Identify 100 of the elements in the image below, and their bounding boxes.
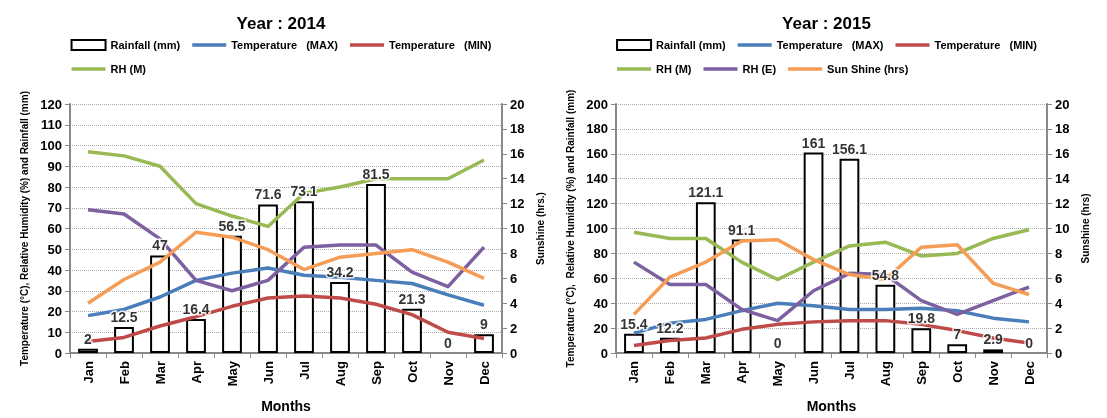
- data-label: 0: [773, 335, 782, 351]
- bar: [875, 284, 896, 353]
- y2-tick-label: 16: [510, 146, 525, 162]
- bar: [294, 201, 314, 353]
- legend-label: RH (M): [110, 63, 147, 75]
- x-tick-label: Jun: [260, 360, 276, 385]
- y-tick-label: 30: [47, 283, 62, 299]
- y-tick-label: 120: [586, 196, 608, 212]
- y2-tick-label: 14: [510, 171, 526, 187]
- legend-label: Sun Shine (hrs): [827, 63, 909, 75]
- x-tick-label: Oct: [404, 360, 420, 383]
- data-label: 12.5: [110, 309, 138, 326]
- data-label: 0: [444, 335, 453, 351]
- x-tick-label: Aug: [877, 360, 893, 387]
- y2-tick-label: 4: [1055, 295, 1063, 311]
- y-tick-label: 20: [593, 320, 608, 336]
- y2-tick-label: 2: [510, 320, 518, 336]
- y2-tick-label: 20: [510, 96, 525, 112]
- y-axis-title: Temperature (°C), Relative Humidity (%) and Rainfall (mm): [18, 91, 30, 366]
- x-tick-label: Feb: [116, 360, 132, 385]
- y-tick-label: 180: [586, 121, 608, 137]
- data-label: 56.5: [218, 217, 246, 234]
- y-tick-label: 70: [47, 200, 62, 216]
- y2-tick-label: 6: [510, 270, 518, 286]
- x-tick-label: Dec: [476, 361, 492, 385]
- y-tick-label: 0: [54, 345, 62, 361]
- bar: [186, 318, 206, 353]
- y2-tick-label: 0: [510, 345, 518, 361]
- x-tick-label: Apr: [188, 361, 204, 384]
- y2-tick-label: 8: [1055, 245, 1063, 261]
- bar: [402, 308, 422, 353]
- x-axis-title: Months: [806, 398, 857, 414]
- x-tick-label: Aug: [332, 360, 348, 387]
- legend-label: Temperature (MAX): [231, 39, 339, 51]
- y-tick-label: 20: [47, 304, 62, 319]
- y2-tick-label: 16: [1055, 146, 1070, 162]
- y2-tick-label: 18: [1055, 121, 1070, 137]
- x-tick-label: Mar: [152, 361, 168, 385]
- data-label: 156.1: [831, 140, 868, 157]
- bar: [911, 328, 932, 353]
- y-tick-label: 200: [586, 96, 608, 112]
- legend-label: Temperature (MIN): [934, 39, 1038, 51]
- data-label: 0: [1025, 335, 1034, 351]
- x-tick-label: Nov: [440, 360, 456, 386]
- bar: [624, 333, 644, 353]
- x-tick-label: Sep: [368, 360, 384, 385]
- bar: [78, 348, 98, 353]
- y-tick-label: 50: [47, 241, 62, 257]
- chart-title: Year : 2014: [236, 14, 326, 33]
- data-label: 15.4: [620, 315, 648, 332]
- y2-tick-label: 10: [510, 221, 525, 236]
- data-label: 12.2: [656, 319, 684, 336]
- y2-tick-label: 10: [1055, 221, 1070, 236]
- line-series: [86, 230, 486, 305]
- data-label: 21.3: [398, 290, 426, 307]
- y2-tick-label: 14: [1055, 171, 1071, 187]
- y2-axis-title: Sunshine (hrs): [1079, 193, 1091, 264]
- x-tick-label: May: [224, 360, 240, 387]
- y-tick-label: 10: [47, 324, 62, 340]
- y-tick-label: 60: [47, 221, 62, 236]
- legend-label: RH (M): [656, 63, 692, 75]
- y2-tick-label: 8: [510, 245, 518, 261]
- bar: [366, 183, 386, 353]
- chart-title: Year : 2015: [782, 14, 871, 33]
- data-label: 2: [84, 330, 93, 347]
- y-tick-label: 0: [600, 345, 608, 361]
- data-label: 81.5: [362, 165, 390, 182]
- y-tick-label: 40: [47, 262, 62, 278]
- y-tick-label: 100: [586, 221, 608, 236]
- bar: [947, 344, 968, 353]
- x-tick-label: Sep: [913, 360, 929, 385]
- data-label: 121.1: [688, 184, 724, 201]
- legend-label: RH (E): [742, 63, 777, 75]
- bar: [330, 282, 350, 353]
- y2-tick-label: 6: [1055, 270, 1063, 286]
- x-tick-label: Feb: [662, 360, 678, 385]
- y-tick-label: 40: [593, 295, 608, 311]
- y2-tick-label: 12: [510, 196, 525, 212]
- y-axis-title: Temperature (°C), Relative Humidity (%) and Rainfall (mm): [564, 89, 576, 368]
- line-series: [86, 208, 486, 293]
- x-tick-label: Jun: [806, 360, 822, 385]
- y2-tick-label: 0: [1055, 345, 1063, 361]
- y2-tick-label: 2: [1055, 320, 1063, 336]
- x-tick-label: Dec: [1021, 361, 1037, 385]
- x-tick-label: Jul: [296, 361, 312, 380]
- x-tick-label: Jul: [841, 361, 857, 380]
- y-tick-label: 110: [41, 117, 62, 133]
- data-label: 19.8: [907, 310, 936, 327]
- data-label: 71.6: [254, 186, 282, 203]
- data-label: 91.1: [728, 221, 756, 238]
- x-tick-label: Jan: [626, 360, 642, 384]
- data-label: 9: [480, 316, 489, 333]
- data-label: 161: [801, 134, 826, 151]
- x-tick-label: Nov: [985, 360, 1001, 386]
- data-label: 34.2: [326, 264, 354, 281]
- y-tick-label: 60: [593, 270, 608, 286]
- y-tick-label: 80: [593, 245, 608, 261]
- y2-axis-title: Sunshine (hrs.): [534, 192, 546, 265]
- y-tick-label: 120: [40, 96, 62, 112]
- x-tick-label: Apr: [734, 361, 750, 384]
